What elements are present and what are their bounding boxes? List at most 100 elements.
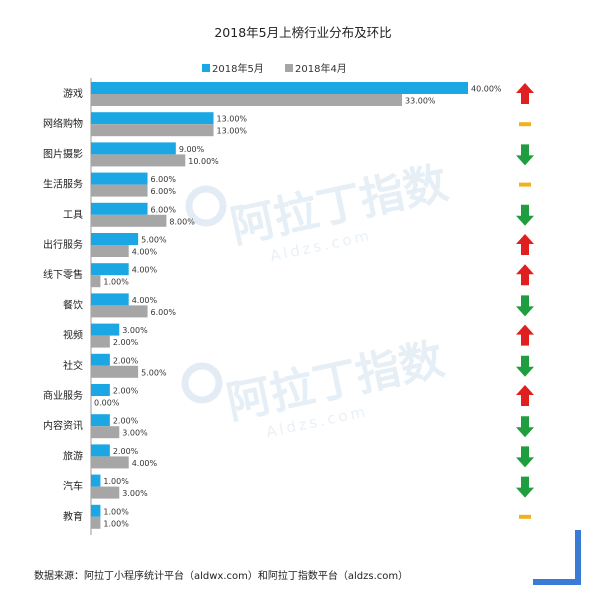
category-label: 视频 — [63, 329, 83, 342]
bar-may — [91, 82, 468, 94]
bar-april — [91, 154, 186, 167]
category-label: 餐饮 — [63, 298, 83, 311]
watermark-logo-icon — [185, 185, 227, 227]
data-label-may: 13.00% — [217, 115, 248, 124]
bar-april — [91, 335, 110, 348]
data-label-may: 2.00% — [113, 356, 139, 365]
data-label-may: 4.00% — [132, 296, 158, 305]
bar-may — [91, 444, 110, 457]
category-label: 网络购物 — [43, 117, 83, 130]
data-label-may: 3.00% — [122, 326, 148, 335]
category-label: 图片摄影 — [43, 147, 83, 160]
labels-layer: 游戏 40.00% 33.00% 网络购物 13.00% 13.00% 图片摄影 9.00% 1… — [43, 85, 502, 529]
category-label: 工具 — [63, 209, 83, 221]
bar-april — [91, 275, 101, 288]
category-label: 内容资讯 — [43, 419, 83, 432]
data-label-may: 4.00% — [132, 266, 158, 275]
trend-down-arrow-icon — [516, 446, 534, 468]
data-label-may: 2.00% — [113, 387, 139, 396]
trend-down-arrow-icon — [516, 416, 534, 438]
data-label-may: 6.00% — [151, 205, 177, 214]
bar-may — [91, 353, 110, 366]
trend-down-arrow-icon — [516, 295, 534, 317]
data-label-april: 2.00% — [113, 338, 139, 347]
bar-may — [91, 112, 214, 125]
bar-may — [91, 504, 101, 517]
bar-may — [91, 263, 129, 276]
bar-april — [91, 245, 129, 257]
data-label-may: 40.00% — [471, 85, 502, 94]
category-label: 线下零售 — [43, 268, 83, 281]
category-label: 汽车 — [63, 480, 83, 493]
category-label: 社交 — [63, 359, 83, 372]
category-label: 商业服务 — [43, 389, 83, 402]
category-label: 生活服务 — [43, 178, 83, 191]
data-label-may: 9.00% — [179, 145, 205, 154]
bars-layer — [91, 82, 468, 529]
legend-swatch-april — [285, 64, 293, 72]
data-label-april: 13.00% — [217, 127, 248, 136]
trend-down-arrow-icon — [516, 144, 534, 166]
bar-may — [91, 202, 148, 215]
bar-may — [91, 172, 148, 185]
bar-april — [91, 365, 139, 378]
bar-april — [91, 456, 129, 469]
watermark-upper: 阿拉丁指数 Aldzs.com — [185, 158, 452, 265]
data-label-may: 6.00% — [151, 175, 177, 184]
trend-up-arrow-icon — [516, 234, 534, 255]
bar-may — [91, 142, 176, 155]
trend-flat-icon — [519, 182, 531, 187]
trend-layer — [516, 83, 534, 519]
data-label-april: 10.00% — [188, 157, 219, 166]
data-label-april: 6.00% — [151, 187, 177, 196]
data-label-april: 3.00% — [122, 429, 148, 438]
category-label: 游戏 — [63, 87, 83, 100]
bar-april — [91, 305, 148, 318]
bar-april — [91, 426, 120, 439]
legend-label-may: 2018年5月 — [212, 62, 264, 75]
trend-down-arrow-icon — [516, 476, 534, 498]
trend-flat-icon — [519, 514, 531, 519]
category-label: 旅游 — [63, 449, 83, 462]
data-label-april: 6.00% — [151, 308, 177, 317]
source-note: 数据来源：阿拉丁小程序统计平台（aldwx.com）和阿拉丁指数平台（aldzs… — [34, 571, 409, 582]
category-label: 教育 — [63, 510, 83, 523]
legend: 2018年5月 2018年4月 — [202, 62, 347, 75]
bar-april — [91, 94, 403, 106]
trend-flat-icon — [519, 122, 531, 127]
data-label-april: 1.00% — [103, 519, 129, 528]
legend-swatch-may — [202, 64, 210, 72]
data-label-may: 2.00% — [113, 417, 139, 426]
data-label-april: 3.00% — [122, 489, 148, 498]
data-label-april: 5.00% — [141, 368, 167, 377]
bar-may — [91, 474, 101, 487]
watermark-logo-icon — [181, 362, 223, 404]
bar-may — [91, 233, 139, 245]
data-label-may: 1.00% — [103, 507, 129, 516]
data-label-april: 33.00% — [405, 97, 436, 106]
trend-down-arrow-icon — [516, 204, 534, 226]
data-label-may: 1.00% — [103, 477, 129, 486]
bar-may — [91, 323, 120, 336]
trend-up-arrow-icon — [516, 385, 534, 406]
data-label-april: 4.00% — [132, 459, 158, 468]
watermark-lower: 阿拉丁指数 Aldzs.com — [181, 334, 448, 441]
trend-down-arrow-icon — [516, 355, 534, 377]
corner-accent-icon — [533, 530, 581, 585]
trend-up-arrow-icon — [516, 83, 534, 104]
data-label-april: 1.00% — [103, 278, 129, 287]
data-label-may: 5.00% — [141, 236, 167, 245]
bar-april — [91, 124, 214, 137]
category-label: 出行服务 — [43, 238, 83, 251]
bar-may — [91, 414, 110, 427]
bar-may — [91, 384, 110, 396]
data-label-april: 4.00% — [132, 248, 158, 257]
bar-april — [91, 486, 120, 499]
watermark: 阿拉丁指数 Aldzs.com 阿拉丁指数 Aldzs.com — [181, 158, 452, 441]
chart-title: 2018年5月上榜行业分布及环比 — [214, 25, 391, 40]
bar-april — [91, 184, 148, 197]
data-label-april: 0.00% — [94, 399, 120, 408]
data-label-april: 8.00% — [169, 217, 195, 226]
bar-may — [91, 293, 129, 306]
